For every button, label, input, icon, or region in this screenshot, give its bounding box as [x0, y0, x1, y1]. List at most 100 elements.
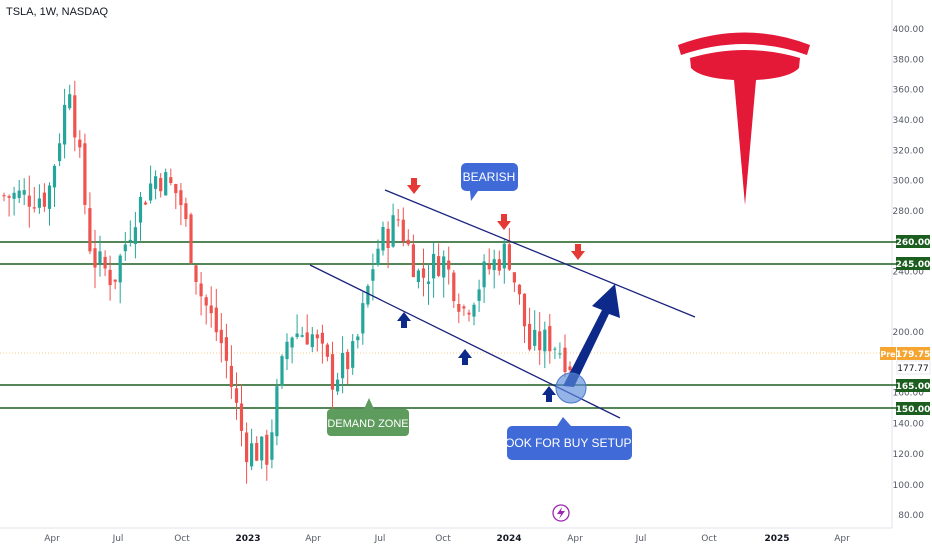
- svg-text:179.75: 179.75: [896, 350, 931, 360]
- candle-body: [138, 196, 143, 223]
- candle-body: [42, 192, 46, 207]
- candle-body: [512, 272, 516, 283]
- candle-body: [497, 259, 501, 271]
- candle-body: [154, 176, 158, 189]
- time-tick-label: 2024: [496, 534, 521, 544]
- price-tick-label: 140.00: [893, 419, 925, 429]
- candle-body: [58, 143, 62, 162]
- time-tick-label: Jul: [635, 534, 647, 544]
- candle-body: [189, 214, 193, 263]
- candle-body: [558, 353, 562, 355]
- candle-body: [487, 264, 491, 270]
- candle-body: [113, 279, 117, 282]
- candle-body: [325, 344, 329, 357]
- red-down-arrow-icon: [571, 244, 585, 260]
- time-tick-label: Apr: [567, 534, 583, 544]
- candle-body: [7, 196, 11, 198]
- candle-body: [477, 289, 481, 301]
- svg-text:245.00: 245.00: [896, 260, 931, 270]
- event-lightning-icon[interactable]: [552, 504, 570, 522]
- time-tick-label: Apr: [834, 534, 850, 544]
- blue-up-arrow-icon: [458, 349, 472, 365]
- time-tick-label: Oct: [174, 534, 190, 544]
- blue-up-arrow-icon: [397, 312, 411, 328]
- buy-setups-callout[interactable]: LOOK FOR BUY SETUPS: [498, 417, 640, 460]
- candle-body: [255, 443, 259, 461]
- blue-up-arrow-icon: [542, 386, 556, 402]
- candle-body: [169, 177, 173, 183]
- price-tick-label: 280.00: [893, 207, 925, 217]
- buy-zone-circle: [555, 372, 587, 404]
- candle-body: [73, 95, 77, 138]
- candle-body: [366, 285, 370, 305]
- candle-body: [250, 443, 254, 467]
- candle-body: [204, 297, 208, 306]
- candle-body: [426, 281, 431, 284]
- demand-zone-callout[interactable]: DEMAND ZONE: [327, 398, 409, 436]
- candle-body: [568, 366, 572, 370]
- price-tick-label: 380.00: [893, 55, 925, 65]
- svg-text:260.00: 260.00: [896, 238, 931, 248]
- candle-body: [52, 165, 57, 188]
- candle-body: [164, 172, 168, 196]
- candle-body: [214, 307, 218, 333]
- pre-market-badge: Pre 179.75: [880, 347, 930, 360]
- time-tick-label: Oct: [701, 534, 717, 544]
- symbol-header[interactable]: TSLA, 1W, NASDAQ: [6, 6, 109, 18]
- candle-body: [234, 388, 239, 403]
- candle-body: [462, 306, 466, 309]
- candle-body: [401, 219, 405, 242]
- candle-body: [275, 386, 279, 437]
- candle-body: [174, 184, 178, 194]
- price-tick-label: 400.00: [893, 25, 925, 35]
- candle-body: [280, 356, 284, 386]
- candle-body: [63, 104, 67, 145]
- candle-body: [432, 253, 436, 279]
- candle-body: [83, 143, 87, 205]
- candle-body: [522, 293, 527, 327]
- candle-body: [548, 326, 552, 352]
- channel-upper-line[interactable]: [384, 189, 696, 318]
- candle-body: [517, 284, 522, 295]
- level-label-165: 165.00: [896, 379, 930, 392]
- candle-body: [452, 272, 456, 302]
- price-tick-label: 120.00: [893, 450, 925, 460]
- candle-body: [108, 269, 112, 286]
- svg-text:Pre: Pre: [880, 350, 896, 359]
- candle-body: [27, 195, 31, 207]
- candle-body: [502, 243, 506, 269]
- price-tick-label: 160.00: [893, 389, 925, 399]
- price-axis[interactable]: 400.00 380.00 360.00 340.00 320.00 300.00 280.…: [893, 25, 925, 521]
- candle-body: [341, 352, 345, 379]
- candle-body: [118, 255, 122, 283]
- candle-body: [391, 215, 395, 247]
- candle-body: [320, 332, 324, 344]
- candle-body: [295, 333, 299, 337]
- candle-body: [406, 239, 410, 245]
- level-label-245: 245.00: [896, 257, 931, 270]
- candle-body: [229, 365, 233, 387]
- candle-body: [199, 283, 203, 297]
- time-axis[interactable]: Apr Jul Oct 2023 Apr Jul Oct 2024 Apr Jul Oct 2025 A…: [44, 534, 850, 544]
- candle-body: [47, 185, 52, 209]
- svg-text:150.00: 150.00: [896, 405, 931, 415]
- candle-body: [315, 334, 319, 339]
- candle-body: [133, 227, 137, 244]
- bearish-callout[interactable]: BEARISH: [461, 163, 518, 201]
- svg-text:177.77: 177.77: [897, 364, 929, 374]
- candle-body: [411, 244, 415, 278]
- demand-zone-callout-text: DEMAND ZONE: [327, 418, 408, 430]
- candle-body: [351, 341, 355, 368]
- candle-body: [467, 312, 471, 315]
- candle-body: [179, 190, 183, 206]
- candle-body: [265, 434, 269, 465]
- candle-body: [239, 403, 244, 431]
- candle-body: [396, 219, 400, 221]
- candle-body: [310, 334, 314, 348]
- time-tick-label: 2023: [235, 534, 260, 544]
- price-tick-label: 200.00: [893, 328, 925, 338]
- candle-body: [88, 208, 92, 252]
- candle-body: [543, 329, 547, 352]
- candle-body: [371, 269, 375, 281]
